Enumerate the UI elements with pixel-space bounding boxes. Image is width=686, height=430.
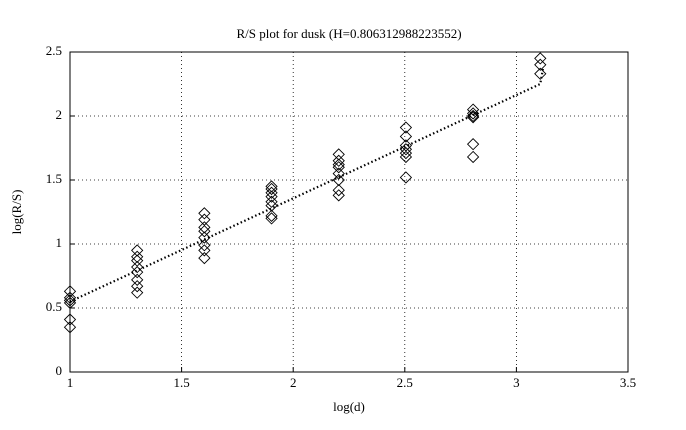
chart-title: R/S plot for dusk (H=0.806312988223552) <box>236 26 461 41</box>
marker <box>265 190 278 203</box>
marker <box>131 280 144 293</box>
y-tick-label: 0.5 <box>46 299 62 314</box>
marker <box>131 266 144 279</box>
marker <box>332 148 345 161</box>
marker <box>466 107 480 120</box>
x-tick-label: 3 <box>513 375 520 390</box>
marker <box>399 121 413 134</box>
plot-frame <box>69 51 629 373</box>
marker <box>131 244 144 257</box>
x-tick-label: 1.5 <box>173 375 189 390</box>
marker <box>198 251 211 265</box>
marker <box>131 250 144 263</box>
marker <box>399 150 413 164</box>
marker <box>466 138 480 151</box>
marker <box>63 321 77 334</box>
marker <box>265 195 278 208</box>
marker <box>332 184 345 197</box>
marker <box>332 154 345 167</box>
y-tick-label: 1.5 <box>46 171 62 186</box>
marker <box>63 296 77 310</box>
marker <box>332 167 345 180</box>
marker <box>265 209 278 222</box>
marker <box>399 130 413 143</box>
marker <box>332 161 345 174</box>
y-tick-label: 1 <box>56 235 63 250</box>
marker <box>131 286 144 299</box>
marker <box>466 111 480 124</box>
marker <box>332 189 345 202</box>
x-tick-label: 2.5 <box>397 375 413 390</box>
marker <box>466 109 480 123</box>
y-axis-label: log(R/S) <box>9 190 24 235</box>
y-tick-label: 2.5 <box>46 43 62 58</box>
x-tick-label: 2 <box>290 375 297 390</box>
marker <box>198 231 211 244</box>
fit-line <box>69 67 545 303</box>
marker <box>534 58 547 71</box>
marker <box>198 239 211 252</box>
marker <box>198 207 211 220</box>
marker <box>63 294 77 307</box>
marker <box>399 171 413 184</box>
x-tick-label: 3.5 <box>620 375 636 390</box>
marker <box>534 67 547 80</box>
marker <box>131 260 144 274</box>
marker <box>198 221 211 234</box>
marker <box>399 143 413 156</box>
x-tick-label: 1 <box>67 375 74 390</box>
marker <box>63 313 77 326</box>
marker <box>265 186 278 199</box>
y-tick-label: 0 <box>56 363 63 378</box>
marker <box>131 273 144 286</box>
marker <box>534 52 547 65</box>
marker <box>265 199 278 212</box>
marker <box>265 180 278 193</box>
marker <box>198 244 211 257</box>
marker <box>198 225 211 238</box>
marker <box>265 212 278 225</box>
y-tick-label: 2 <box>56 107 63 122</box>
x-axis-label: log(d) <box>333 399 365 414</box>
marker <box>265 182 278 196</box>
marker <box>63 291 77 304</box>
marker <box>466 150 480 164</box>
marker <box>332 158 345 171</box>
marker <box>399 146 413 160</box>
